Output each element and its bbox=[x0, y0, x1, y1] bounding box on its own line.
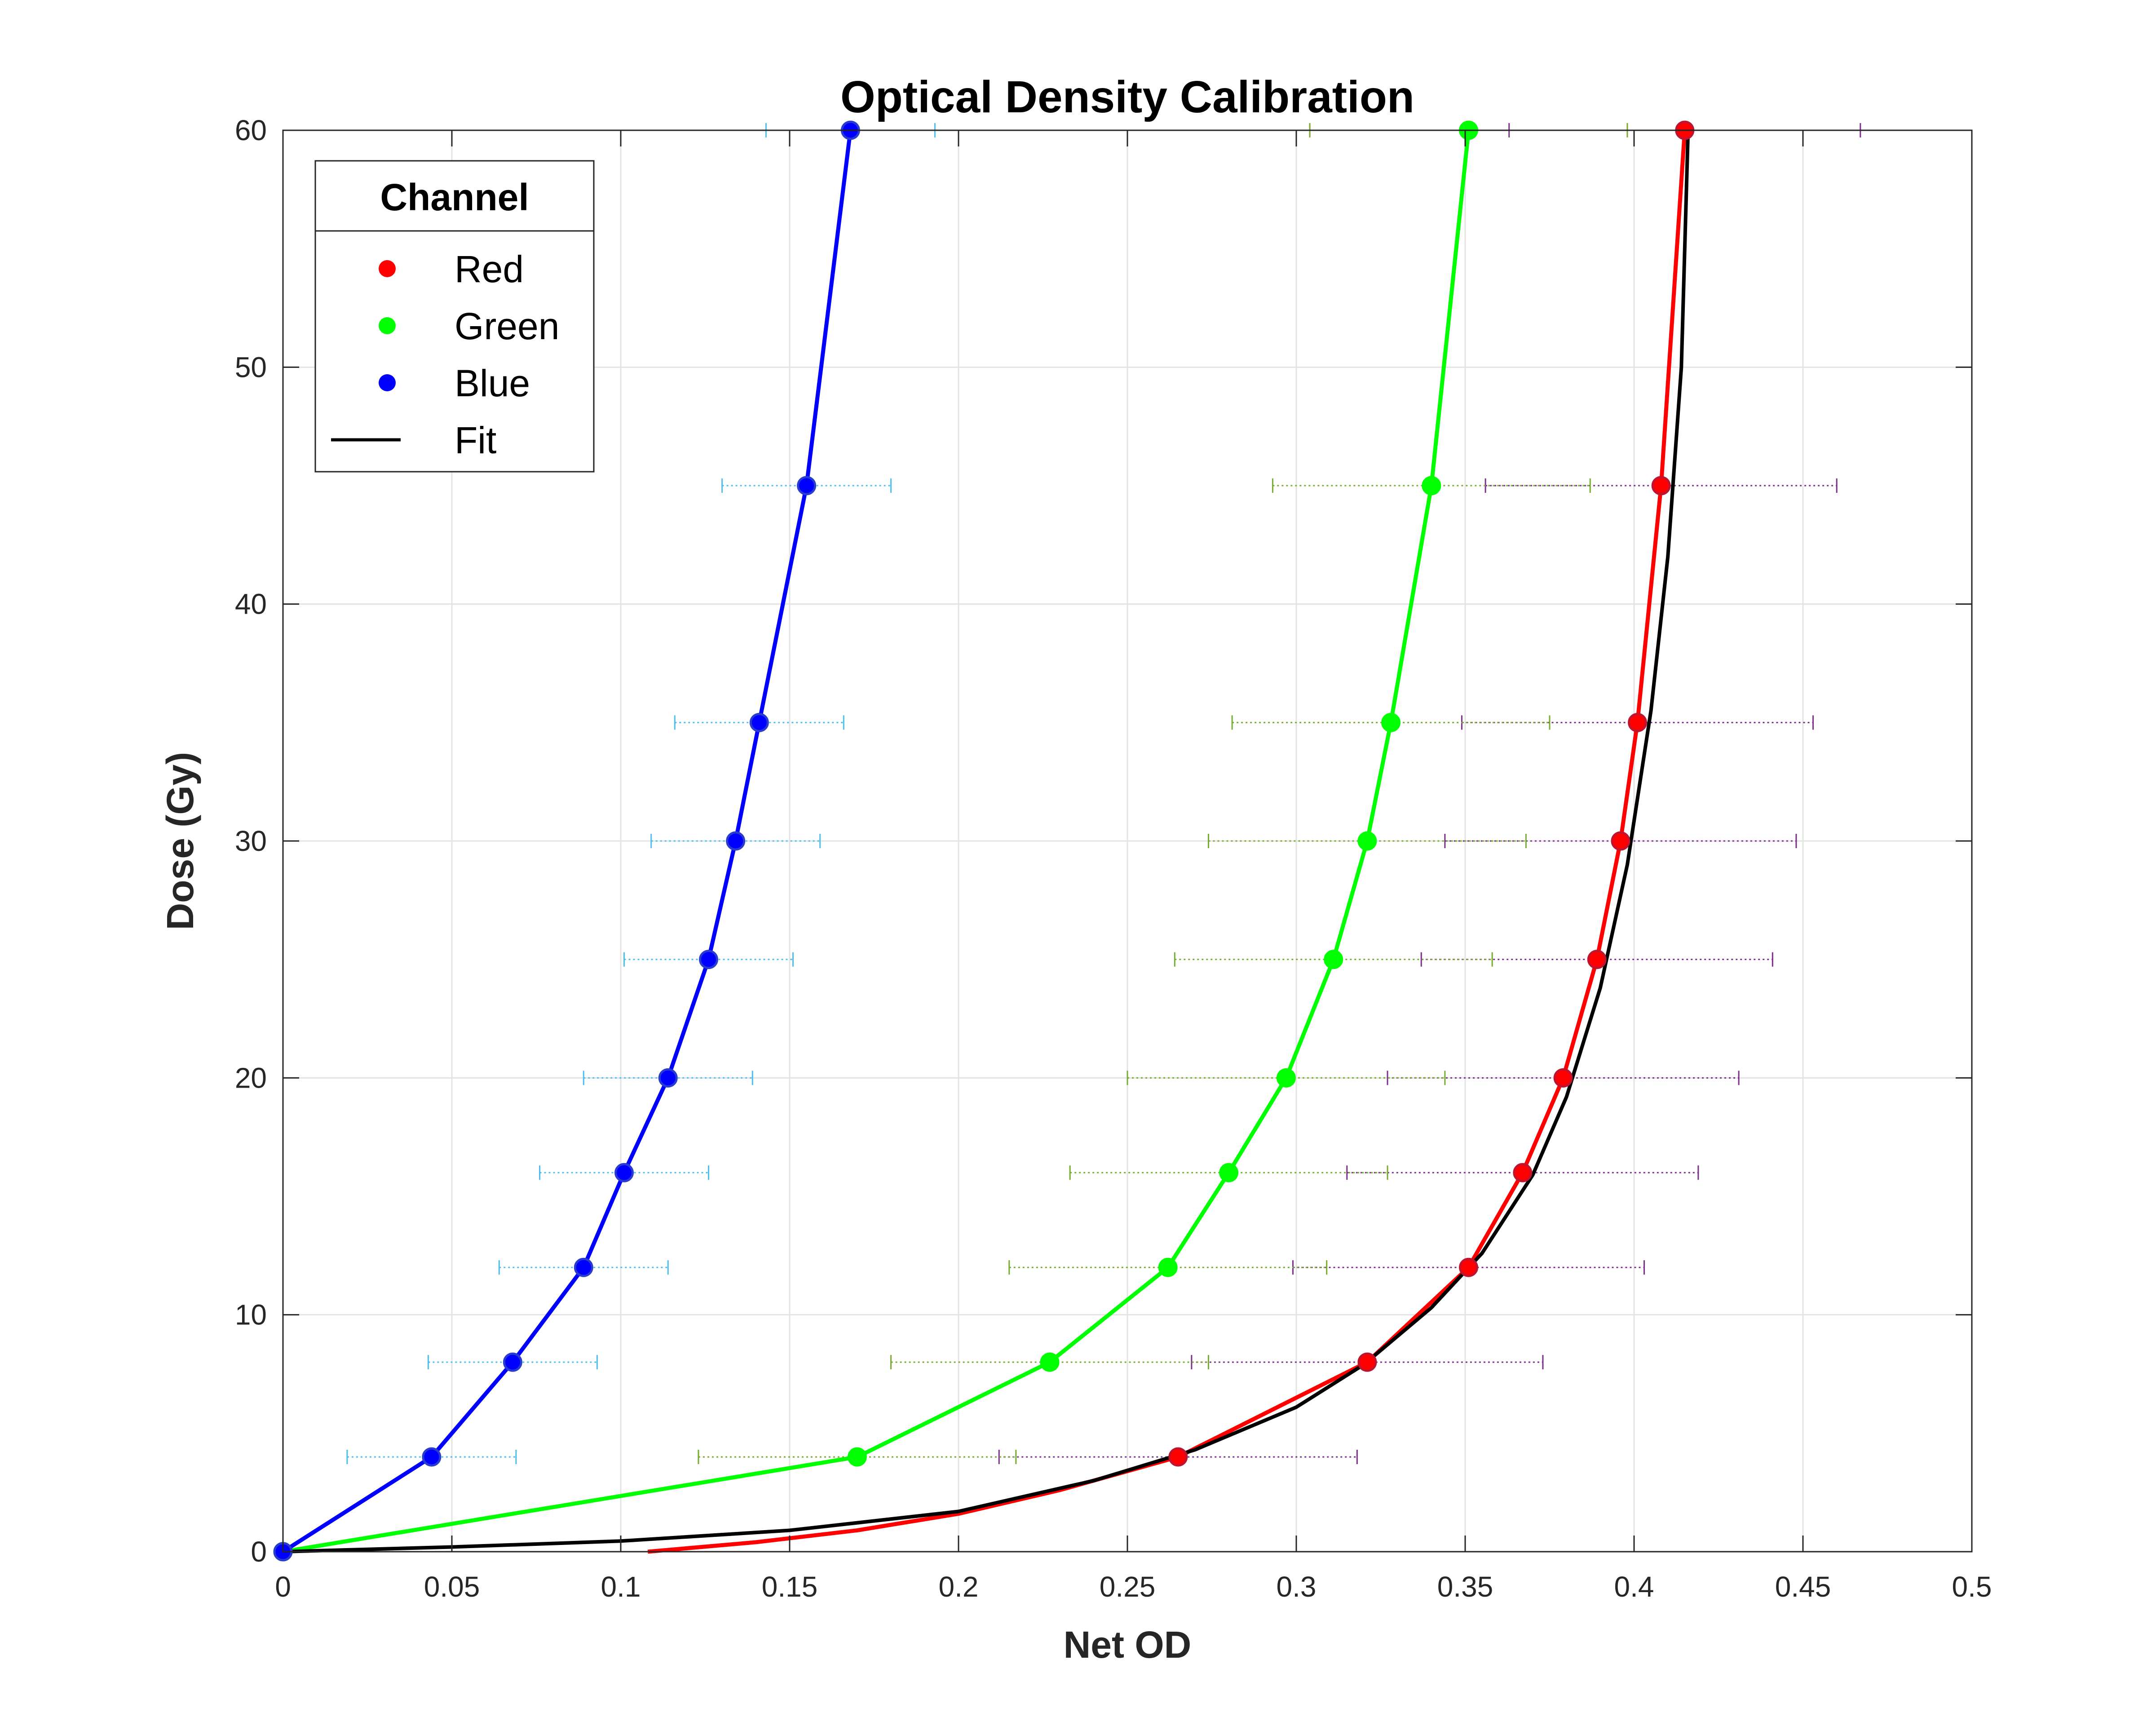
data-point-blue bbox=[797, 476, 817, 496]
legend-box bbox=[314, 160, 595, 473]
data-point-blue bbox=[749, 713, 769, 732]
y-tick-label: 60 bbox=[235, 114, 267, 146]
data-point-red bbox=[1611, 831, 1630, 851]
data-point-blue bbox=[422, 1447, 442, 1467]
data-point-green bbox=[1219, 1163, 1239, 1182]
legend: Channel Red Green Blue Fit bbox=[314, 160, 595, 473]
legend-items: Red Green Blue Fit bbox=[331, 248, 559, 461]
legend-title: Channel bbox=[380, 176, 529, 218]
x-tick-label: 0.35 bbox=[1437, 1571, 1493, 1603]
x-tick-label: 0.4 bbox=[1614, 1571, 1654, 1603]
data-point-red bbox=[1651, 476, 1671, 496]
data-point-green bbox=[1422, 476, 1441, 496]
x-axis-title: Net OD bbox=[1064, 1624, 1192, 1666]
legend-marker-red bbox=[379, 260, 396, 277]
x-tick-label: 0.3 bbox=[1277, 1571, 1317, 1603]
data-point-red bbox=[1553, 1068, 1573, 1088]
legend-label-fit: Fit bbox=[455, 419, 496, 461]
data-point-green bbox=[847, 1447, 867, 1467]
data-point-blue bbox=[614, 1163, 634, 1182]
y-tick-label: 10 bbox=[235, 1299, 267, 1331]
data-point-green bbox=[1357, 831, 1377, 851]
x-tick-labels: 0 0.05 0.1 0.15 0.2 0.25 0.3 0.35 0.4 0.45 0.5 bbox=[275, 1571, 1992, 1603]
data-point-red bbox=[1459, 1257, 1479, 1277]
data-point-red bbox=[1587, 950, 1607, 969]
legend-label-red: Red bbox=[455, 248, 524, 290]
x-tick-label: 0.05 bbox=[424, 1571, 480, 1603]
x-tick-label: 0.1 bbox=[601, 1571, 641, 1603]
legend-marker-green bbox=[379, 317, 396, 334]
y-tick-label: 20 bbox=[235, 1062, 267, 1094]
y-tick-label: 40 bbox=[235, 588, 267, 620]
x-tick-label: 0.25 bbox=[1100, 1571, 1156, 1603]
data-point-blue bbox=[658, 1068, 678, 1088]
y-axis-title: Dose (Gy) bbox=[159, 752, 201, 930]
x-tick-label: 0.2 bbox=[939, 1571, 979, 1603]
series-points bbox=[273, 120, 1695, 1562]
y-tick-label: 50 bbox=[235, 351, 267, 383]
data-point-green bbox=[1381, 713, 1401, 732]
data-point-blue bbox=[699, 950, 719, 969]
data-point-red bbox=[1628, 713, 1648, 732]
data-point-blue bbox=[726, 831, 746, 851]
legend-marker-blue bbox=[379, 374, 396, 391]
chart-title: Optical Density Calibration bbox=[840, 72, 1414, 122]
x-tick-label: 0 bbox=[275, 1571, 291, 1603]
fit-line bbox=[283, 130, 1690, 1553]
data-point-blue bbox=[574, 1257, 593, 1277]
data-point-red bbox=[1513, 1163, 1533, 1182]
data-point-blue bbox=[503, 1352, 522, 1372]
x-tick-label: 0.5 bbox=[1952, 1571, 1992, 1603]
legend-label-green: Green bbox=[455, 305, 559, 347]
y-tick-labels: 0 10 20 30 40 50 60 bbox=[235, 114, 267, 1568]
x-tick-label: 0.45 bbox=[1775, 1571, 1831, 1603]
axis-ticks bbox=[282, 129, 1973, 1553]
y-tick-label: 30 bbox=[235, 825, 267, 857]
data-point-green bbox=[1158, 1257, 1178, 1277]
legend-label-blue: Blue bbox=[455, 362, 530, 404]
x-tick-label: 0.15 bbox=[762, 1571, 818, 1603]
data-point-red bbox=[1357, 1352, 1377, 1372]
data-point-green bbox=[1040, 1352, 1060, 1372]
data-point-red bbox=[1168, 1447, 1188, 1467]
data-point-green bbox=[1324, 950, 1343, 969]
y-tick-label: 0 bbox=[251, 1536, 267, 1568]
data-point-green bbox=[1276, 1068, 1296, 1088]
